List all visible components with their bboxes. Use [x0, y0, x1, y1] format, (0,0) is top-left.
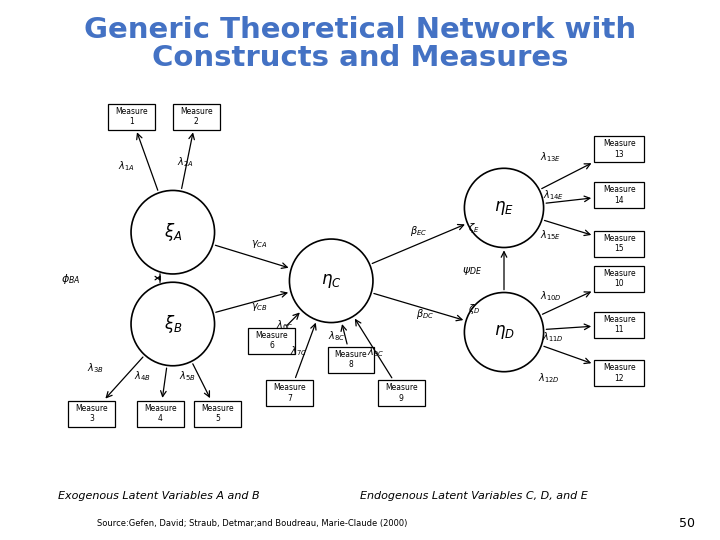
Text: Exogenous Latent Variables A and B: Exogenous Latent Variables A and B: [58, 491, 259, 501]
Bar: [594, 182, 644, 208]
Bar: [108, 104, 155, 130]
Text: Constructs and Measures: Constructs and Measures: [152, 44, 568, 72]
Text: Source:Gefen, David; Straub, Detmar;and Boudreau, Marie-Claude (2000): Source:Gefen, David; Straub, Detmar;and …: [96, 519, 408, 528]
Text: $\lambda_{6C}$: $\lambda_{6C}$: [276, 318, 293, 332]
Text: $\eta_E$: $\eta_E$: [494, 199, 514, 217]
Text: $\zeta_D$: $\zeta_D$: [468, 302, 480, 316]
Text: $\lambda_{2A}$: $\lambda_{2A}$: [177, 155, 194, 169]
Text: $\lambda_{10D}$: $\lambda_{10D}$: [540, 289, 562, 303]
Text: $\lambda_{15E}$: $\lambda_{15E}$: [539, 228, 561, 242]
Bar: [594, 231, 644, 256]
Text: Measure
5: Measure 5: [202, 404, 234, 423]
Text: $\zeta_E$: $\zeta_E$: [468, 221, 480, 235]
Text: Measure
6: Measure 6: [256, 331, 288, 350]
Text: Measure
12: Measure 12: [603, 363, 636, 383]
Text: $\lambda_{12D}$: $\lambda_{12D}$: [538, 371, 559, 385]
Text: $\lambda_{14E}$: $\lambda_{14E}$: [543, 188, 564, 202]
Text: $\xi_B$: $\xi_B$: [163, 313, 182, 335]
Text: $\beta_{DC}$: $\beta_{DC}$: [415, 307, 434, 321]
Text: $\gamma_{CB}$: $\gamma_{CB}$: [251, 301, 268, 313]
Bar: [194, 401, 241, 427]
Text: Measure
1: Measure 1: [115, 107, 148, 126]
Bar: [594, 266, 644, 292]
Text: Generic Theoretical Network with: Generic Theoretical Network with: [84, 16, 636, 44]
Bar: [248, 328, 295, 354]
Text: $\xi_A$: $\xi_A$: [163, 221, 182, 243]
Text: $\lambda_{8C}$: $\lambda_{8C}$: [328, 329, 346, 343]
Text: $\lambda_{1A}$: $\lambda_{1A}$: [117, 159, 135, 173]
Text: $\beta_{EC}$: $\beta_{EC}$: [410, 224, 428, 238]
Text: $\lambda_{4B}$: $\lambda_{4B}$: [134, 369, 151, 383]
Text: Measure
9: Measure 9: [385, 383, 418, 403]
Text: Measure
8: Measure 8: [335, 350, 367, 369]
Text: $\lambda_{3B}$: $\lambda_{3B}$: [87, 361, 104, 375]
Bar: [68, 401, 115, 427]
Text: $\eta_C$: $\eta_C$: [321, 272, 341, 290]
Text: $\lambda_{13E}$: $\lambda_{13E}$: [539, 150, 561, 164]
Text: Measure
13: Measure 13: [603, 139, 636, 159]
Text: Measure
10: Measure 10: [603, 269, 636, 288]
Bar: [266, 380, 313, 406]
Bar: [594, 136, 644, 162]
Text: Endogenous Latent Variables C, D, and E: Endogenous Latent Variables C, D, and E: [360, 491, 588, 501]
Bar: [594, 360, 644, 386]
Bar: [173, 104, 220, 130]
Text: $\lambda_{7C}$: $\lambda_{7C}$: [290, 344, 307, 358]
Text: 50: 50: [679, 517, 695, 530]
Bar: [328, 347, 374, 373]
Text: Measure
3: Measure 3: [76, 404, 108, 423]
Bar: [137, 401, 184, 427]
Text: Measure
15: Measure 15: [603, 234, 636, 253]
Bar: [378, 380, 425, 406]
Text: $\eta_D$: $\eta_D$: [493, 323, 515, 341]
Bar: [594, 312, 644, 338]
Text: $\psi_{DE}$: $\psi_{DE}$: [462, 265, 482, 277]
Text: Measure
4: Measure 4: [144, 404, 176, 423]
Text: Measure
2: Measure 2: [180, 107, 212, 126]
Text: Measure
7: Measure 7: [274, 383, 306, 403]
Text: $\phi_{BA}$: $\phi_{BA}$: [60, 272, 81, 286]
Text: $\lambda_{9C}$: $\lambda_{9C}$: [367, 345, 384, 359]
Text: $\gamma_{CA}$: $\gamma_{CA}$: [251, 238, 268, 250]
Text: Measure
14: Measure 14: [603, 185, 636, 205]
Text: $\lambda_{11D}$: $\lambda_{11D}$: [542, 330, 564, 345]
Text: Measure
11: Measure 11: [603, 315, 636, 334]
Text: $\lambda_{5B}$: $\lambda_{5B}$: [179, 369, 196, 383]
